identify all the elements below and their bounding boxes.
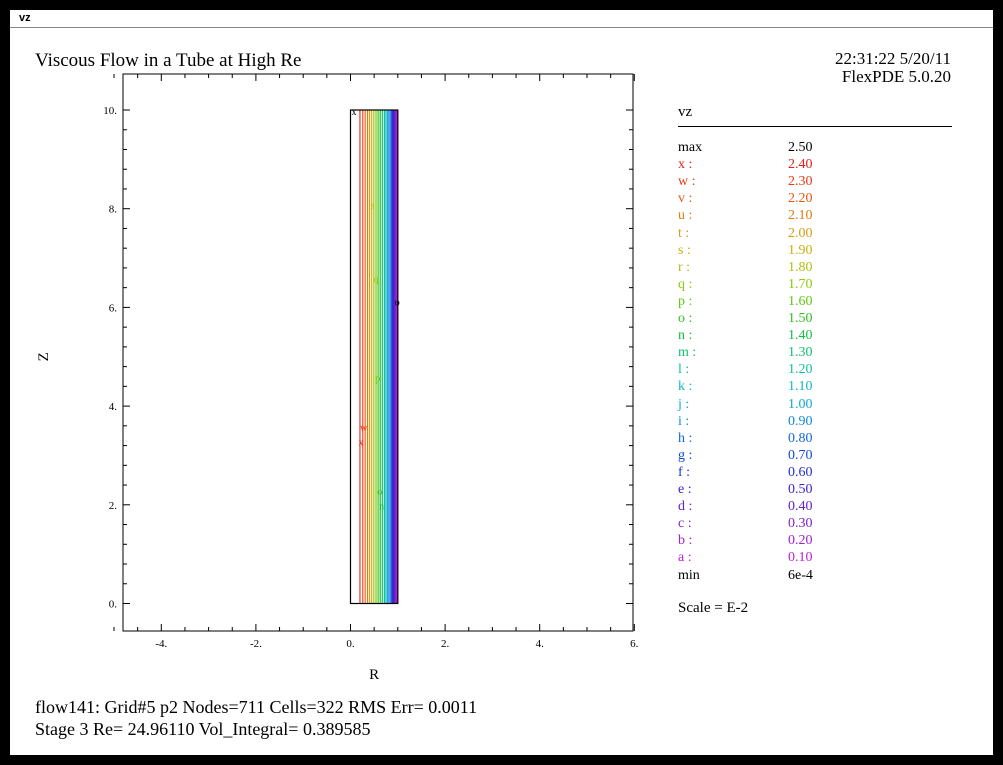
legend-value: 0.30 bbox=[788, 516, 813, 532]
plot-title: Viscous Flow in a Tube at High Re bbox=[35, 50, 302, 71]
legend-label: v : bbox=[678, 191, 693, 207]
legend-label: q : bbox=[678, 276, 693, 292]
x-tick-label: -2. bbox=[250, 638, 262, 650]
legend-label: x : bbox=[678, 157, 693, 173]
legend-value: 2.40 bbox=[788, 157, 813, 173]
x-axis-label: R bbox=[369, 667, 379, 683]
y-tick-label: 10. bbox=[103, 105, 117, 117]
footer-info: flow141: Grid#5 p2 Nodes=711 Cells=322 R… bbox=[35, 696, 477, 740]
x-tick-label: 0. bbox=[346, 638, 355, 650]
legend-value: 1.90 bbox=[788, 242, 813, 258]
legend-value: 2.20 bbox=[788, 191, 813, 207]
legend-label: n : bbox=[678, 328, 693, 344]
legend-value: 0.40 bbox=[788, 499, 813, 515]
max-marker: x bbox=[352, 107, 357, 118]
y-tick-label: 0. bbox=[109, 599, 118, 611]
footer-line-1: flow141: Grid#5 p2 Nodes=711 Cells=322 R… bbox=[35, 697, 478, 717]
legend-label: t : bbox=[678, 225, 690, 241]
legend-value: 0.70 bbox=[788, 447, 813, 463]
legend-label: w : bbox=[678, 174, 696, 190]
x-tick-label: -4. bbox=[155, 638, 167, 650]
legend-scale: Scale = E-2 bbox=[678, 600, 749, 616]
legend-value: 2.00 bbox=[788, 225, 813, 241]
contour-level-label: w bbox=[360, 423, 368, 434]
legend-value: 0.50 bbox=[788, 482, 813, 497]
plot-window: vz Viscous Flow in a Tube at High Re 22:… bbox=[10, 10, 993, 755]
legend-label: b : bbox=[678, 533, 693, 549]
legend-label: l : bbox=[678, 362, 690, 378]
legend-value: 0.80 bbox=[788, 430, 813, 446]
legend-label: r : bbox=[678, 259, 691, 275]
y-tick-label: 2. bbox=[109, 500, 118, 512]
legend-label: f : bbox=[678, 464, 691, 480]
legend-value: 1.10 bbox=[788, 379, 813, 395]
legend-value: 6e-4 bbox=[788, 567, 813, 583]
contour-level-label: s bbox=[370, 201, 374, 212]
window-titlebar[interactable]: vz bbox=[10, 10, 993, 28]
contour-level-label: o bbox=[377, 487, 382, 498]
x-tick-label: 6. bbox=[630, 638, 639, 650]
footer-line-2: Stage 3 Re= 24.96110 Vol_Integral= 0.389… bbox=[35, 719, 371, 739]
legend-label: p : bbox=[678, 293, 693, 309]
plot-frame bbox=[122, 73, 634, 632]
window-title: vz bbox=[19, 12, 31, 24]
legend-label: c : bbox=[678, 516, 692, 532]
legend-label: min bbox=[678, 567, 700, 583]
legend-label: max bbox=[678, 140, 703, 155]
legend-label: g : bbox=[678, 447, 693, 463]
contour-level-label: n bbox=[379, 502, 384, 513]
y-axis-label: Z bbox=[36, 352, 52, 361]
timestamp: 22:31:22 5/20/11 bbox=[834, 49, 951, 68]
timestamp-block: 22:31:22 5/20/11 FlexPDE 5.0.20 bbox=[835, 50, 951, 86]
legend-label: m : bbox=[678, 345, 697, 361]
legend-label: i : bbox=[678, 413, 690, 429]
legend-label: h : bbox=[678, 430, 693, 446]
min-marker: o bbox=[395, 297, 400, 308]
y-tick-label: 4. bbox=[109, 401, 118, 413]
legend-value: 0.60 bbox=[788, 464, 813, 480]
legend-label: e : bbox=[678, 482, 692, 497]
legend-value: 0.90 bbox=[788, 413, 813, 429]
legend-value: 2.10 bbox=[788, 208, 813, 224]
legend-value: 2.30 bbox=[788, 174, 813, 190]
legend-value: 1.00 bbox=[788, 396, 813, 412]
legend-divider bbox=[678, 126, 952, 127]
legend-label: j : bbox=[678, 396, 690, 412]
legend-value: 1.30 bbox=[788, 345, 813, 361]
legend-label: u : bbox=[678, 208, 693, 224]
legend-label: d : bbox=[678, 499, 693, 515]
legend-value: 0.10 bbox=[788, 550, 813, 566]
legend-value: 1.20 bbox=[788, 362, 813, 378]
contour-level-label: p bbox=[375, 373, 380, 384]
domain-boundary bbox=[349, 109, 399, 605]
legend-value: 2.50 bbox=[788, 140, 813, 155]
legend-label: k : bbox=[678, 379, 693, 395]
legend-value: 1.70 bbox=[788, 276, 813, 292]
legend-value: 1.50 bbox=[788, 311, 813, 326]
x-tick-label: 2. bbox=[441, 638, 450, 650]
legend-label: a : bbox=[678, 550, 692, 566]
contour-level-label: x bbox=[358, 438, 363, 449]
y-tick-label: 8. bbox=[109, 204, 118, 216]
legend-value: 1.40 bbox=[788, 328, 813, 344]
software-version: FlexPDE 5.0.20 bbox=[841, 67, 951, 86]
legend-label: o : bbox=[678, 311, 693, 326]
x-tick-label: 4. bbox=[536, 638, 545, 650]
contour-level-label: q bbox=[374, 275, 379, 286]
legend-title: vz bbox=[678, 104, 693, 120]
y-tick-label: 6. bbox=[109, 302, 118, 314]
legend-value: 0.20 bbox=[788, 533, 813, 549]
legend-label: s : bbox=[678, 242, 691, 258]
legend-value: 1.60 bbox=[788, 293, 813, 309]
legend-value: 1.80 bbox=[788, 259, 813, 275]
